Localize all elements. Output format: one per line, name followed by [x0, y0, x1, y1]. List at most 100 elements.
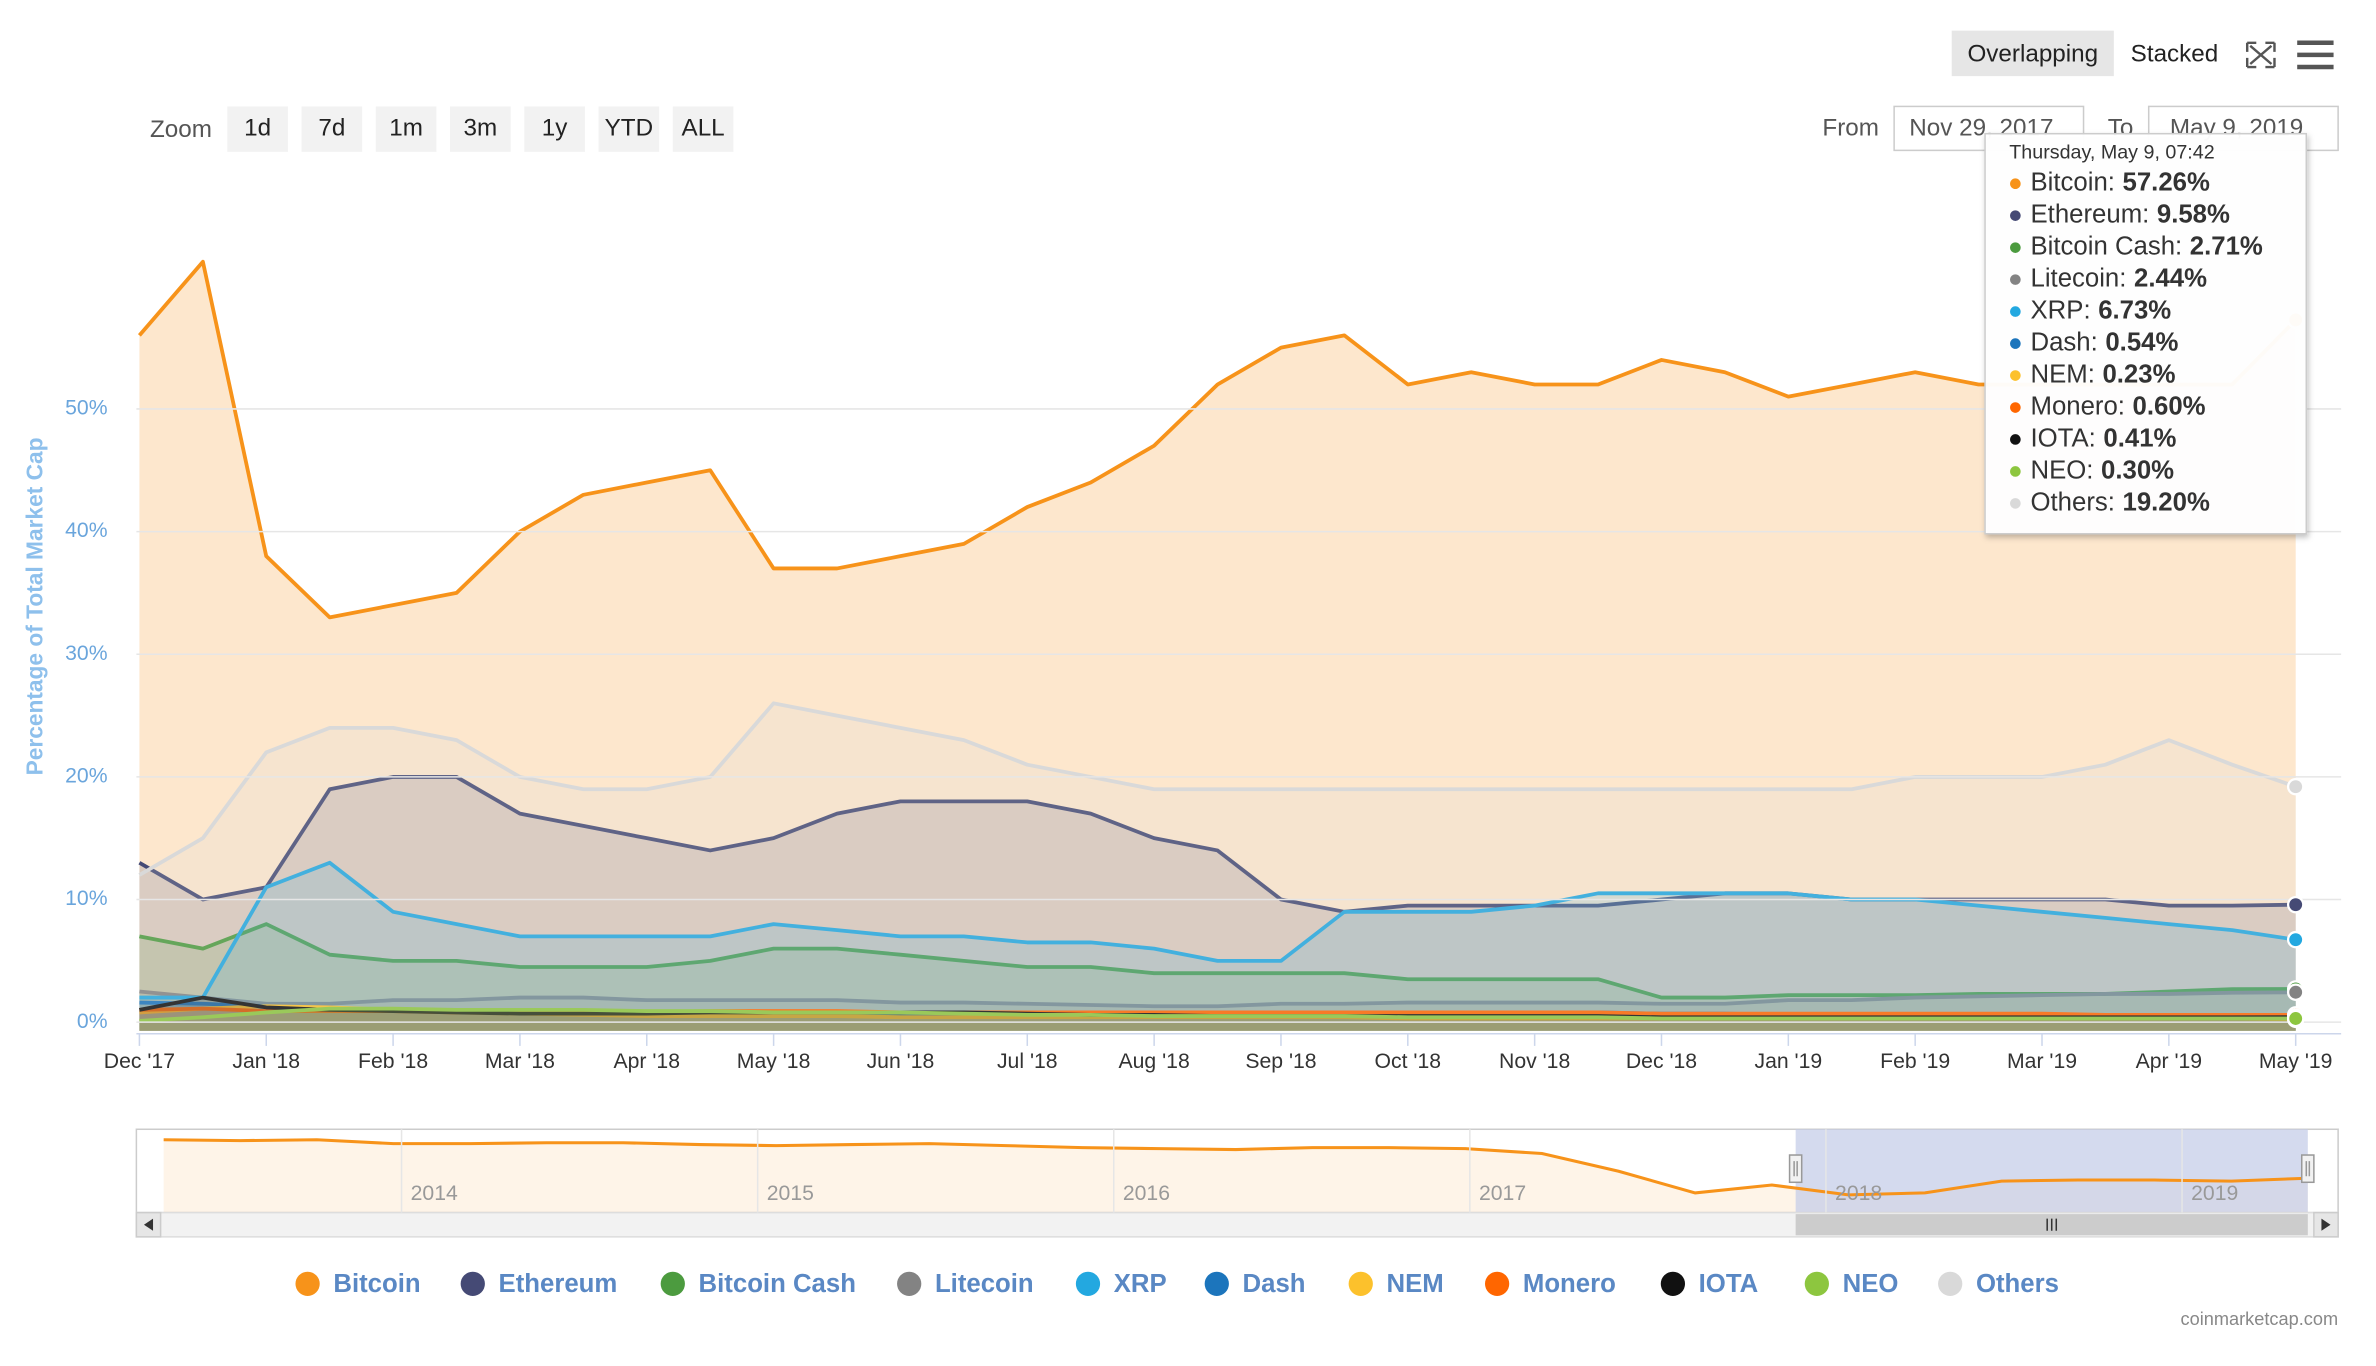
legend-label[interactable]: NEM [1387, 1270, 1444, 1298]
navigator-handle[interactable] [1788, 1154, 1803, 1184]
zoom-button-bg[interactable] [375, 106, 437, 152]
zoom-button-bg[interactable] [598, 106, 660, 152]
y-tick-label: 0% [77, 1010, 108, 1033]
legend-label[interactable]: XRP [1114, 1270, 1167, 1298]
legend-symbol[interactable] [1938, 1271, 1963, 1296]
navigator-tick-label: 2015 [767, 1182, 814, 1205]
tooltip-symbol [2010, 210, 2021, 221]
end-marker [2286, 983, 2305, 1001]
legend-label[interactable]: Bitcoin Cash [699, 1270, 856, 1298]
tooltip-label: Bitcoin Cash: [2031, 232, 2183, 260]
tooltip-label: Bitcoin: [2031, 169, 2115, 197]
end-marker [2286, 930, 2305, 949]
series-line [137, 259, 2298, 620]
legend-label[interactable]: Dash [1243, 1270, 1306, 1298]
zoom-button[interactable]: 3m [464, 115, 498, 142]
legend-label[interactable]: Others [1976, 1270, 2059, 1298]
series-area [139, 261, 2296, 1031]
tooltip-symbol [2010, 306, 2021, 317]
tooltip-row: XRP: 6.73% [2031, 296, 2172, 324]
series-line [139, 860, 2296, 1000]
navigator-handle[interactable] [2300, 1154, 2315, 1184]
x-tick-label: Feb '19 [1880, 1050, 1950, 1073]
scroll-left-arrow [143, 1218, 154, 1231]
legend-label[interactable]: IOTA [1699, 1270, 1759, 1298]
tooltip-value: 9.58% [2157, 200, 2230, 228]
tooltip: Thursday, May 9, 07:42 Bitcoin: 57.26% Ethe… [1984, 132, 2308, 535]
legend-symbol[interactable] [897, 1271, 922, 1296]
x-tick-label: Mar '18 [485, 1050, 555, 1073]
fullscreen-icon[interactable] [2245, 41, 2276, 69]
zoom-button-bg[interactable] [227, 106, 288, 152]
tooltip-symbol [2010, 466, 2021, 477]
series-area [139, 1008, 2296, 1031]
y-tick-label: 20% [65, 764, 108, 787]
navigator-handle-grip [2305, 1161, 2311, 1177]
legend-symbol[interactable] [1485, 1271, 1510, 1296]
x-tick-label: Jan '19 [1754, 1050, 1822, 1073]
legend-symbol[interactable] [1348, 1271, 1373, 1296]
navigator-selection[interactable] [1795, 1129, 2308, 1213]
tooltip-value: 2.44% [2134, 264, 2207, 292]
legend-label[interactable]: NEO [1843, 1270, 1899, 1298]
zoom-button-bg[interactable] [450, 106, 511, 152]
navigator-tick-label: 2017 [1479, 1182, 1526, 1205]
y-tick-label: 40% [65, 519, 108, 542]
mode-button-bg[interactable] [1951, 30, 2114, 77]
legend-symbol[interactable] [295, 1271, 320, 1296]
zoom-button[interactable]: 1m [389, 115, 423, 142]
scroll-right[interactable] [2313, 1211, 2339, 1238]
tooltip-label: XRP: [2031, 296, 2091, 324]
tooltip-value: 0.54% [2105, 328, 2178, 356]
legend-label[interactable]: Ethereum [499, 1270, 618, 1298]
x-tick-label: Apr '19 [2136, 1050, 2203, 1073]
y-axis-title: Percentage of Total Market Cap [21, 438, 47, 776]
navigator-handle-grip [1793, 1161, 1798, 1177]
legend-label[interactable]: Monero [1523, 1270, 1616, 1298]
zoom-button[interactable]: YTD [605, 115, 653, 142]
scroll-right-arrow [2321, 1218, 2331, 1231]
tooltip-symbol [2010, 434, 2021, 445]
legend-label[interactable]: Litecoin [935, 1270, 1034, 1298]
series-area [139, 862, 2296, 1031]
navigator-tick-label: 2019 [2191, 1182, 2238, 1205]
navigator: 2014 2015 2016 2017 2018 2019 [135, 1128, 2339, 1238]
zoom-button[interactable]: 1y [542, 115, 568, 142]
legend-symbol[interactable] [1204, 1271, 1229, 1296]
tooltip-row: NEO: 0.30% [2031, 456, 2175, 484]
legend-symbol[interactable] [460, 1271, 485, 1296]
series-area [139, 924, 2296, 1031]
tooltip-row: Bitcoin: 57.26% [2031, 169, 2210, 197]
legend-symbol[interactable] [1804, 1271, 1829, 1296]
tooltip-row: Litecoin: 2.44% [2031, 264, 2208, 292]
x-tick-label: Jul '18 [997, 1050, 1058, 1073]
tooltip-label: NEO: [2031, 456, 2094, 484]
zoom-label: Zoom [150, 116, 212, 143]
x-tick-label: May '19 [2259, 1050, 2333, 1073]
legend-symbol[interactable] [1660, 1271, 1686, 1296]
zoom-button[interactable]: 7d [318, 115, 345, 142]
mode-button[interactable]: Stacked [2131, 40, 2219, 67]
x-tick-label: Dec '17 [104, 1050, 175, 1073]
zoom-button-bg[interactable] [524, 106, 585, 152]
zoom-button-bg[interactable] [301, 106, 363, 152]
legend-label[interactable]: Bitcoin [333, 1270, 420, 1298]
tooltip-value: 0.60% [2133, 392, 2206, 420]
mode-button[interactable]: Overlapping [1967, 40, 2098, 67]
legend-symbol[interactable] [1075, 1271, 1101, 1296]
series-line [139, 989, 2296, 1009]
zoom-button-bg[interactable] [672, 106, 734, 152]
menu-icon[interactable] [2297, 40, 2334, 70]
navigator-tick-label: 2014 [411, 1182, 458, 1205]
navigator-line [163, 1138, 2308, 1197]
legend-symbol[interactable] [660, 1271, 685, 1296]
tooltip-box [1984, 132, 2308, 535]
zoom-button[interactable]: ALL [682, 115, 725, 142]
tooltip-row: Ethereum: 9.58% [2031, 200, 2230, 228]
end-marker [2286, 1009, 2305, 1028]
credit: coinmarketcap.com [2181, 1309, 2339, 1329]
zoom-button[interactable]: 1d [244, 115, 271, 142]
series-line [139, 922, 2296, 1000]
tooltip-symbol [2010, 370, 2021, 381]
